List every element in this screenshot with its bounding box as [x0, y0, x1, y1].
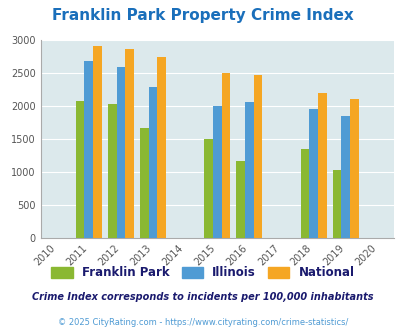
Bar [236, 161, 244, 238]
Bar [349, 99, 358, 238]
Text: Crime Index corresponds to incidents per 100,000 inhabitants: Crime Index corresponds to incidents per… [32, 292, 373, 302]
Bar [108, 104, 116, 238]
Bar [309, 109, 317, 238]
Text: © 2025 CityRating.com - https://www.cityrating.com/crime-statistics/: © 2025 CityRating.com - https://www.city… [58, 318, 347, 327]
Text: Franklin Park Property Crime Index: Franklin Park Property Crime Index [52, 8, 353, 23]
Bar [125, 49, 134, 238]
Bar [300, 148, 309, 238]
Bar [93, 46, 102, 238]
Bar [332, 170, 341, 238]
Bar [116, 67, 125, 238]
Bar [204, 139, 212, 238]
Bar [140, 128, 148, 238]
Bar [317, 93, 326, 238]
Bar [76, 101, 84, 238]
Bar [253, 75, 262, 238]
Bar [244, 102, 253, 238]
Bar [157, 57, 166, 238]
Bar [212, 106, 221, 238]
Bar [341, 115, 349, 238]
Bar [148, 87, 157, 238]
Bar [221, 73, 230, 238]
Legend: Franklin Park, Illinois, National: Franklin Park, Illinois, National [47, 262, 358, 284]
Bar [84, 61, 93, 238]
